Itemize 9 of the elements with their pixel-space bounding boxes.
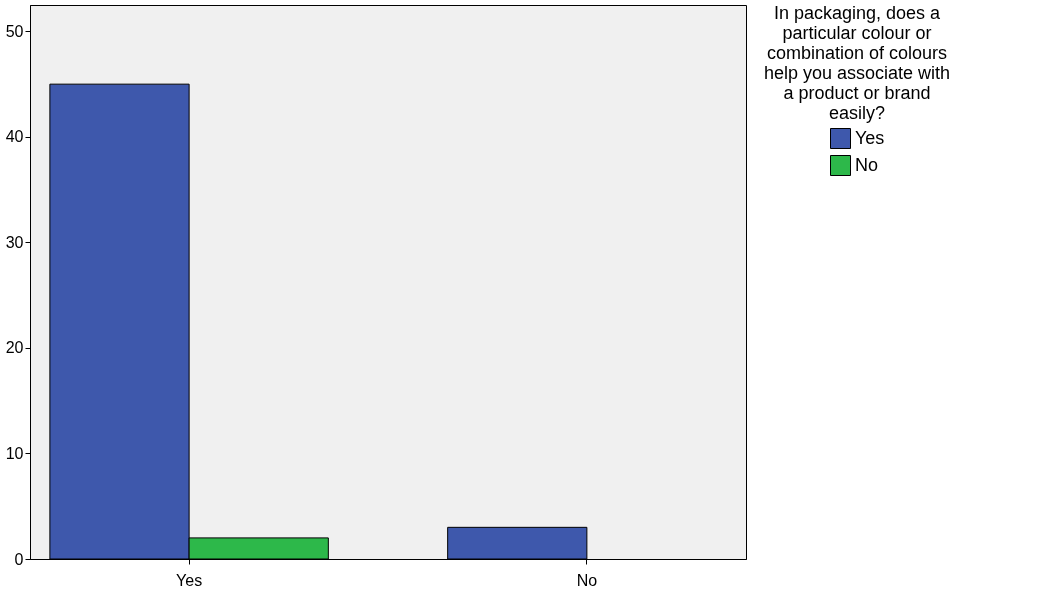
y-tick-label: 40 [5, 128, 24, 146]
y-tick-label: 10 [5, 444, 24, 462]
y-tick-label: 50 [5, 22, 24, 40]
legend-label: Yes [855, 127, 885, 148]
legend-title: In packaging, does a particular colour or combination of colours help you associate with a product or brand easily? [763, 3, 951, 123]
legend-label: No [855, 154, 879, 175]
y-tick-label: 0 [14, 550, 24, 568]
y-tick-label: 30 [5, 233, 24, 251]
y-tick-label: 20 [5, 339, 24, 357]
